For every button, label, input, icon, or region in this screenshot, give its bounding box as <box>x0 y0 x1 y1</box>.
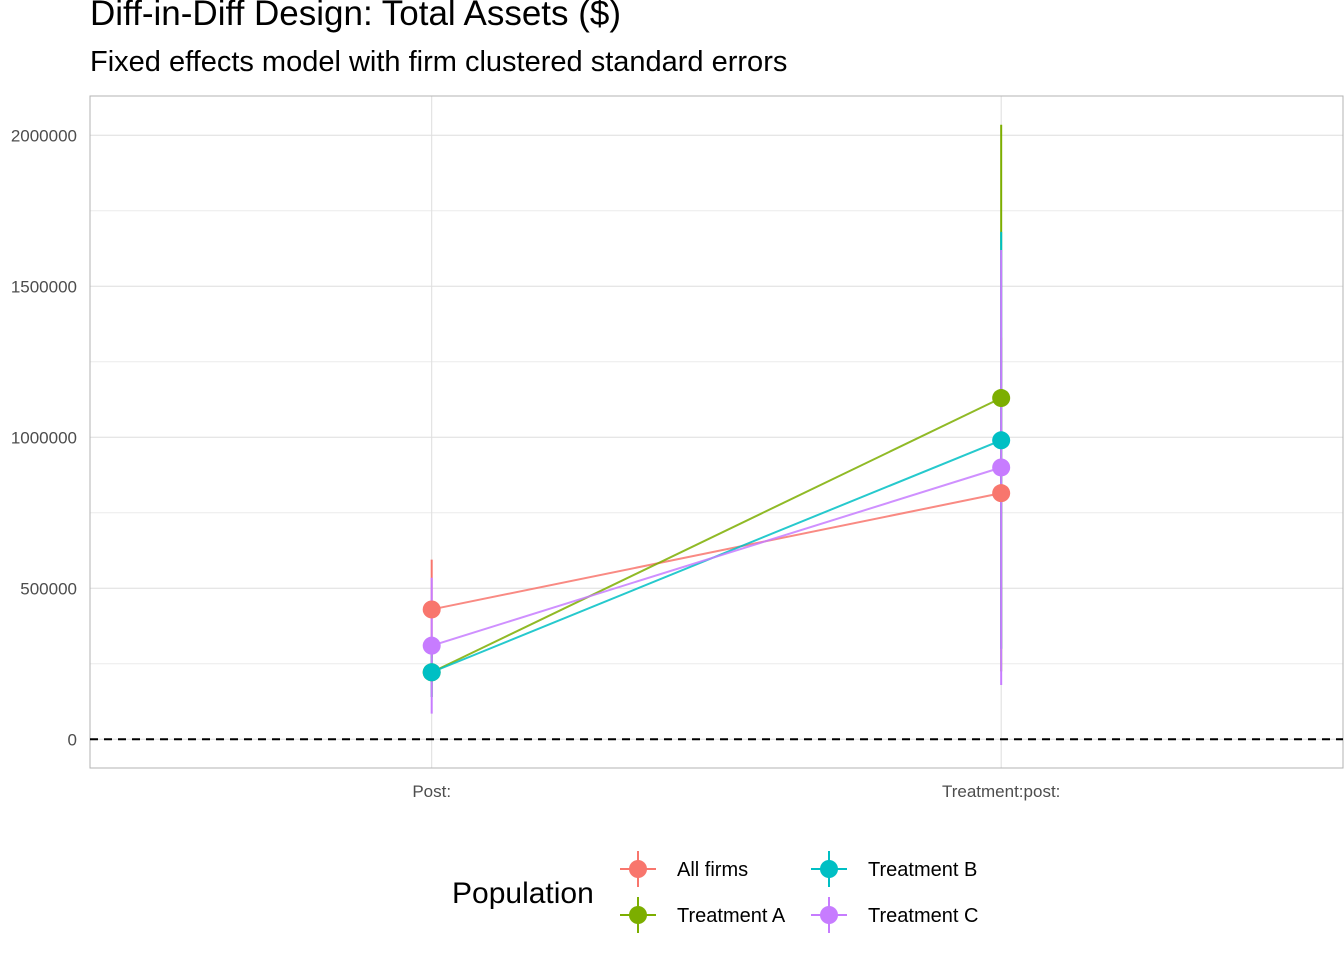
y-tick-label: 1000000 <box>11 428 77 447</box>
series-line <box>431 466 1002 647</box>
data-point <box>422 600 441 619</box>
legend-title: Population <box>452 877 594 910</box>
x-tick-label: Treatment:post: <box>942 782 1060 801</box>
legend-key-point <box>629 860 647 878</box>
series-line <box>431 397 1002 674</box>
legend-label: All firms <box>677 859 748 881</box>
series-line <box>431 492 1002 611</box>
x-tick-label: Post: <box>412 782 451 801</box>
data-point <box>992 484 1011 503</box>
legend-key-point <box>629 906 647 924</box>
y-tick-label: 2000000 <box>11 126 77 145</box>
data-point <box>992 431 1011 450</box>
data-point <box>992 458 1011 477</box>
legend-key-point <box>820 860 838 878</box>
chart-title: Diff-in-Diff Design: Total Assets ($) <box>90 0 622 33</box>
data-point <box>422 663 441 682</box>
legend-label: Treatment B <box>868 859 977 881</box>
chart-subtitle: Fixed effects model with firm clustered … <box>90 46 788 78</box>
data-point <box>422 636 441 655</box>
legend-key-point <box>820 906 838 924</box>
data-point <box>992 389 1011 408</box>
legend-label: Treatment C <box>868 905 978 927</box>
legend-label: Treatment A <box>677 905 786 927</box>
y-tick-label: 500000 <box>20 579 77 598</box>
y-tick-label: 1500000 <box>11 277 77 296</box>
y-tick-label: 0 <box>68 730 77 749</box>
panel-border <box>89 95 1344 769</box>
